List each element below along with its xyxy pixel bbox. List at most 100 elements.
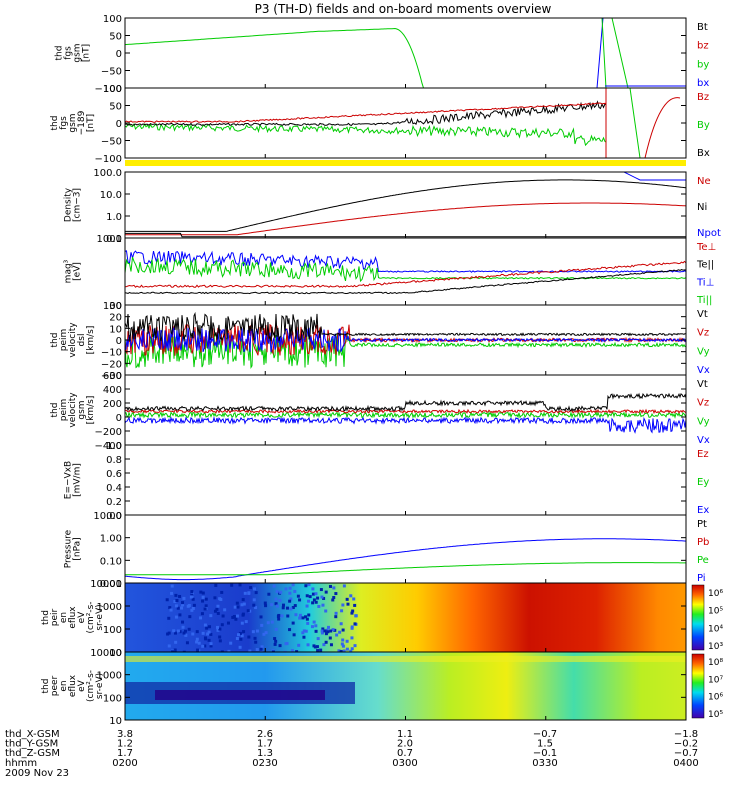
y-label-vel1: thd peim velocity dsl [km/s] (50, 322, 96, 358)
y-label-line-pressure: [nPa] (73, 537, 83, 560)
y-label-line-fgs2: fgs (59, 116, 69, 130)
panel-vel2: 600 400 200 0 −200 −400 thd peim velocity gsm [km/… (50, 371, 710, 452)
colorbar-tick-peer: 10⁵ (708, 710, 723, 720)
y-label-line-peir: sr-eV) (95, 604, 105, 630)
series-Tiperp (125, 250, 686, 273)
legend-vel1: Vx (697, 365, 710, 376)
legend-fgs2: By (697, 120, 710, 131)
y-label-line-vel2: peim (59, 399, 69, 422)
colorbar-tick-peir: 10⁴ (708, 624, 723, 634)
y-tick-label-fgs2: −100 (95, 154, 122, 165)
y-tick-label-peir: 10 (109, 648, 122, 659)
x-label-value: 2.6 (257, 729, 273, 740)
x-label-name: hhmm (5, 758, 37, 769)
y-tick-label-fgs: 100 (103, 14, 122, 25)
panel-peir: 10⁶ 10⁵ 10⁴ 10³ 10000 1000 100 10 thd peir en eflux… (41, 579, 723, 659)
y-label-line-temp: mag³ (64, 259, 74, 283)
legend-temp: Te⊥ (696, 242, 716, 253)
y-tick-label-efield: 0.4 (106, 483, 122, 494)
y-label-peir: thd peir en eflux eV (cm²-s-sr-eV) (41, 601, 105, 633)
y-tick-label-peir: 10000 (90, 579, 122, 590)
legend-vel2: Vz (697, 398, 709, 409)
y-label-line-temp: [eV] (73, 262, 83, 281)
y-tick-label-vel2: 600 (103, 371, 122, 382)
spectrogram-band-top (125, 656, 686, 662)
x-label-value: −0.2 (674, 739, 698, 750)
y-label-line-peir: peir (50, 608, 60, 626)
y-tick-label-density: 10.0 (100, 190, 122, 201)
y-tick-label-fgs: 50 (109, 32, 122, 43)
y-tick-label-pressure: 0.01 (100, 579, 122, 590)
series-Vy (125, 331, 686, 369)
y-tick-label-peer: 1000 (97, 671, 122, 682)
x-label-value: −0.7 (674, 748, 698, 759)
x-label-value: −1.8 (674, 729, 698, 740)
x-label-value: 3.8 (117, 729, 133, 740)
colorbar-peer (691, 653, 705, 719)
panel-peir-plot (125, 583, 686, 652)
series-By-tail (629, 88, 641, 158)
y-tick-label-peir: 1000 (97, 602, 122, 613)
legend-efield: Ez (697, 449, 709, 460)
legend-efield: Ey (697, 477, 709, 488)
legend-pressure: Pe (697, 555, 709, 566)
y-tick-label-fgs2: −50 (101, 137, 122, 148)
y-tick-label-vel1: 30 (109, 301, 122, 312)
y-label-line-vel2: thd (50, 403, 60, 418)
y-label-line-fgs: gsm (73, 43, 83, 62)
panel-frame-vel2 (124, 374, 687, 446)
y-label-line-peir: eflux (68, 606, 78, 629)
y-label-pressure: Pressure [nPa] (64, 529, 83, 568)
panel-fgs2: 100 50 0 −50 −100 thd fgs gsm −189 [nT] Bz By Bx (50, 84, 710, 166)
x-label-value: −0.7 (533, 729, 557, 740)
y-tick-label-vel1: −20 (101, 359, 122, 370)
colorbar-tick-peer: 10⁸ (708, 658, 723, 668)
panel-density: 100.0 10.0 1.0 0.1 Density [cm−3] Ne Ni Npot (64, 168, 721, 245)
y-tick-label-efield: 0.2 (106, 497, 122, 508)
y-label-line-peer: eV (77, 679, 87, 692)
colorbar-tick-peir: 10⁶ (708, 589, 723, 599)
y-label-line-vel2: [km/s] (86, 396, 96, 425)
y-label-fgs2: thd fgs gsm −189 [nT] (50, 110, 96, 135)
series-By (125, 122, 686, 148)
y-tick-label-peer: 100 (103, 693, 122, 704)
y-tick-label-fgs2: 0 (116, 119, 122, 130)
legend-density: Npot (697, 228, 721, 239)
y-tick-label-vel2: 0 (116, 413, 122, 424)
y-label-line-vel1: peim (59, 329, 69, 352)
y-label-peer: thd peer en eflux eV (cm²-s-sr-eV) (41, 670, 105, 702)
y-tick-label-density: 1.0 (106, 212, 122, 223)
series-by-jump (601, 18, 629, 88)
legend-fgs: bx (697, 78, 709, 89)
x-label-value: 1.7 (257, 739, 273, 750)
y-label-line-fgs2: gsm (68, 113, 78, 132)
x-label-value: 0230 (252, 758, 277, 769)
panel-efield: 1.0 0.8 0.6 0.4 0.2 0.0 E=−VxB [mV/m] Ez Ey Ex (64, 441, 710, 522)
colorbar-tick-peir: 10⁵ (708, 607, 723, 617)
spectrogram-band-core (155, 690, 325, 700)
y-label-line-fgs2: [nT] (86, 114, 96, 132)
panel-frame-fgs2 (124, 87, 687, 159)
panel-peer: 10⁸ 10⁷ 10⁶ 10⁵ 10000 1000 100 10 thd peer en eflux… (41, 648, 723, 727)
y-tick-label-peer: 10000 (90, 648, 122, 659)
y-tick-label-vel2: −200 (95, 427, 122, 438)
legend-temp: Te|| (696, 260, 714, 271)
x-label-value: 0300 (392, 758, 417, 769)
legend-pressure: Pt (697, 519, 707, 530)
legend-temp: Ti|| (696, 295, 712, 306)
y-tick-label-vel2: 400 (103, 385, 122, 396)
series-Tepar (125, 269, 686, 295)
y-tick-label-vel1: 10 (109, 324, 122, 335)
series-Ne (125, 202, 686, 236)
y-tick-label-density: 0.1 (106, 234, 122, 245)
y-label-vel2: thd peim velocity gsm [km/s] (50, 392, 96, 428)
y-label-line-fgs: fgs (64, 46, 74, 60)
y-label-line-vel1: [km/s] (86, 326, 96, 355)
spectrogram-peir (125, 583, 686, 652)
x-label-value: 1.2 (117, 739, 133, 750)
y-label-efield: E=−VxB [mV/m] (64, 461, 83, 499)
y-label-line-vel1: dsl (77, 334, 87, 347)
legend-vel2: Vx (697, 435, 710, 446)
